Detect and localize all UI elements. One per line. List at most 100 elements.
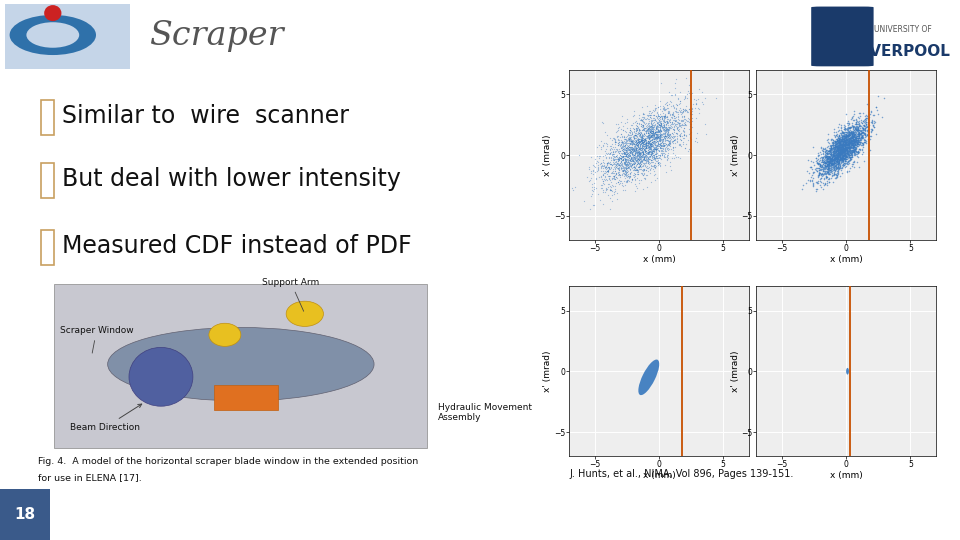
Point	[642, 130, 658, 139]
Point	[613, 129, 629, 138]
Point	[847, 130, 862, 139]
Point	[673, 107, 688, 116]
Point	[615, 137, 631, 146]
Point	[595, 199, 611, 208]
Point	[826, 155, 841, 164]
Point	[824, 159, 839, 167]
Point	[641, 149, 657, 158]
Point	[832, 148, 848, 157]
Point	[643, 141, 659, 150]
Point	[831, 155, 847, 164]
Point	[649, 134, 664, 143]
Point	[811, 157, 827, 166]
Point	[630, 140, 645, 149]
Point	[842, 152, 857, 161]
Point	[641, 139, 657, 148]
Point	[644, 126, 660, 135]
Point	[622, 145, 637, 154]
Point	[631, 141, 646, 150]
Point	[839, 134, 854, 143]
Point	[849, 125, 864, 133]
Point	[852, 148, 867, 157]
Point	[622, 151, 637, 160]
Point	[842, 136, 857, 145]
Point	[634, 136, 649, 145]
Point	[837, 157, 852, 165]
Point	[654, 144, 669, 153]
Point	[817, 168, 832, 177]
Point	[866, 119, 881, 127]
Point	[838, 146, 853, 155]
Point	[820, 153, 835, 162]
Point	[828, 144, 843, 152]
Point	[598, 144, 613, 153]
Point	[857, 130, 873, 139]
Point	[648, 144, 663, 152]
Point	[852, 135, 868, 144]
Point	[824, 157, 839, 165]
Point	[840, 148, 855, 157]
Point	[638, 131, 654, 140]
Point	[835, 147, 851, 156]
Point	[598, 139, 613, 147]
Point	[675, 109, 690, 117]
Point	[831, 148, 847, 157]
Point	[649, 129, 664, 138]
Point	[854, 118, 870, 127]
Point	[592, 159, 608, 168]
Point	[627, 111, 642, 119]
Point	[644, 129, 660, 138]
Point	[623, 134, 638, 143]
Point	[619, 159, 635, 167]
Point	[643, 150, 659, 158]
Point	[668, 122, 684, 131]
Point	[632, 158, 647, 167]
Point	[605, 147, 620, 156]
Point	[637, 155, 653, 164]
Point	[602, 141, 617, 150]
Point	[819, 147, 834, 156]
Point	[637, 151, 653, 160]
Point	[845, 129, 860, 138]
Point	[636, 138, 651, 146]
Point	[582, 177, 597, 185]
Point	[841, 132, 856, 140]
Point	[849, 133, 864, 142]
Point	[642, 130, 658, 139]
Point	[828, 140, 843, 149]
Point	[648, 150, 663, 158]
Point	[821, 143, 836, 152]
Point	[845, 136, 860, 144]
Point	[664, 110, 680, 119]
Point	[636, 162, 651, 171]
Point	[586, 170, 601, 178]
Point	[844, 136, 859, 144]
Point	[842, 143, 857, 152]
Point	[628, 156, 643, 164]
Point	[633, 152, 648, 161]
Point	[829, 154, 845, 163]
Point	[821, 146, 836, 155]
Point	[847, 148, 862, 157]
Point	[648, 176, 663, 184]
Point	[852, 139, 867, 148]
Point	[829, 144, 845, 152]
Point	[836, 120, 852, 129]
Point	[828, 154, 844, 163]
Point	[847, 132, 862, 140]
Point	[852, 136, 868, 145]
Point	[619, 156, 635, 164]
Point	[650, 103, 665, 111]
Point	[662, 141, 678, 150]
Point	[826, 147, 841, 156]
Point	[635, 165, 650, 174]
Point	[640, 129, 656, 137]
Point	[844, 118, 859, 127]
Point	[840, 128, 855, 137]
Point	[648, 142, 663, 151]
Point	[669, 134, 684, 143]
Point	[630, 132, 645, 141]
Point	[837, 145, 852, 153]
Point	[826, 165, 841, 173]
Point	[622, 160, 637, 169]
